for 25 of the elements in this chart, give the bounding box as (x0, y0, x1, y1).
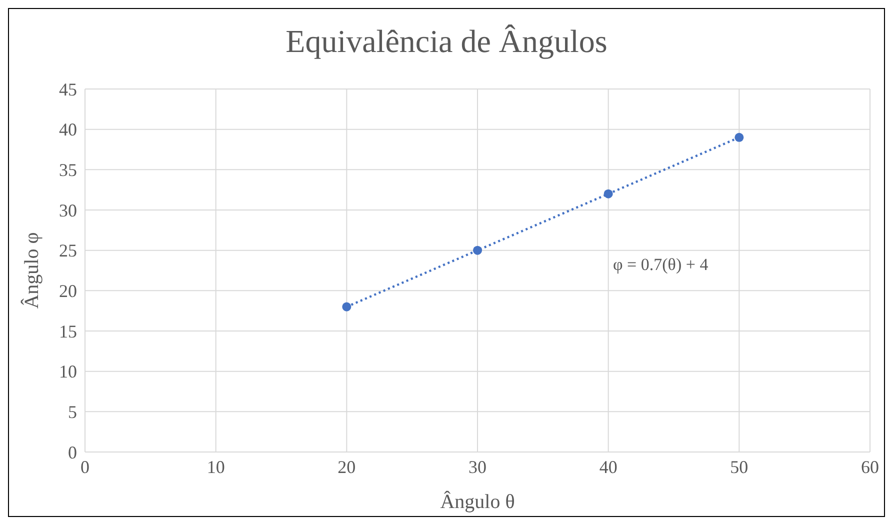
y-tick-label: 40 (59, 120, 77, 140)
x-tick-label: 20 (338, 456, 356, 477)
y-tick-label: 30 (59, 200, 77, 220)
y-tick-label: 35 (59, 160, 77, 180)
x-tick-label: 0 (80, 456, 90, 477)
x-tick-label: 30 (468, 456, 486, 477)
y-tick-label: 25 (59, 240, 77, 261)
point (472, 246, 482, 255)
point (604, 189, 613, 198)
x-tick-label: 40 (599, 456, 618, 477)
annotation: φ = 0.7(θ) + 4 (613, 255, 708, 275)
x-tick-label: 10 (206, 456, 225, 477)
x-axis-title: Ângulo θ (440, 490, 515, 513)
x-tick-label: 60 (861, 456, 879, 477)
y-tick-label: 10 (59, 362, 77, 382)
x-tick-label: 50 (730, 456, 748, 477)
y-tick-label: 5 (68, 402, 77, 422)
y-tick-label: 20 (59, 281, 77, 302)
y-tick-label: 15 (59, 321, 77, 342)
chart-title: Equivalência de Ângulos (284, 23, 608, 60)
y-tick-label: 0 (68, 442, 77, 462)
point (734, 132, 744, 142)
y-axis-title: Ângulo φ (20, 232, 44, 309)
point (342, 302, 352, 312)
y-tick-label: 45 (59, 79, 77, 100)
